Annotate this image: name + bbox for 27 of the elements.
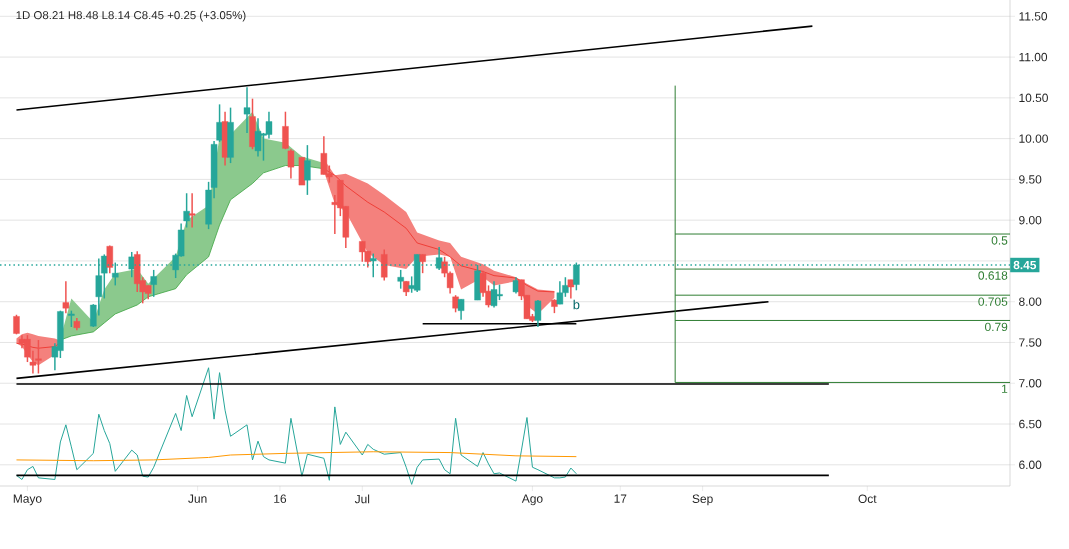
y-tick-label: 11.00	[1019, 52, 1048, 62]
annotation: b	[573, 299, 580, 310]
y-tick-label: 6.50	[1019, 419, 1042, 429]
y-tick-label: 10.00	[1019, 134, 1048, 143]
ref-line-label: 8.45	[1013, 260, 1037, 270]
y-tick-label: 11.50	[1019, 12, 1048, 21]
y-tick-label: 7.00	[1019, 379, 1042, 388]
series-label: 0.705	[978, 297, 1008, 306]
text: 1D O8.21 H8.48 L8.14 C8.45 +0.25 (+3.05%)	[16, 10, 246, 22]
series-label: 0.5	[991, 236, 1008, 245]
x-tick-label: Jul	[354, 494, 370, 504]
x-tick-label: Sep	[692, 494, 713, 506]
y-tick-label: 8.00	[1019, 297, 1042, 306]
series-label: 0.79	[985, 322, 1008, 332]
y-tick-label: 10.50	[1019, 93, 1048, 103]
series-label: 0.618	[978, 271, 1008, 280]
x-tick-label: 16	[274, 494, 287, 503]
x-tick-label: Mayo	[13, 494, 42, 506]
y-tick-label: 6.00	[1019, 460, 1042, 470]
y-tick-label: 9.50	[1019, 175, 1042, 184]
y-tick-label: 9.00	[1019, 215, 1042, 225]
series-label: 1	[1002, 384, 1008, 393]
x-tick-label: Oct	[858, 494, 877, 503]
x-tick-label: Ago	[521, 494, 543, 506]
x-tick-label: Jun	[188, 494, 207, 503]
x-tick-label: 17	[614, 494, 627, 503]
y-tick-label: 7.50	[1019, 338, 1042, 347]
